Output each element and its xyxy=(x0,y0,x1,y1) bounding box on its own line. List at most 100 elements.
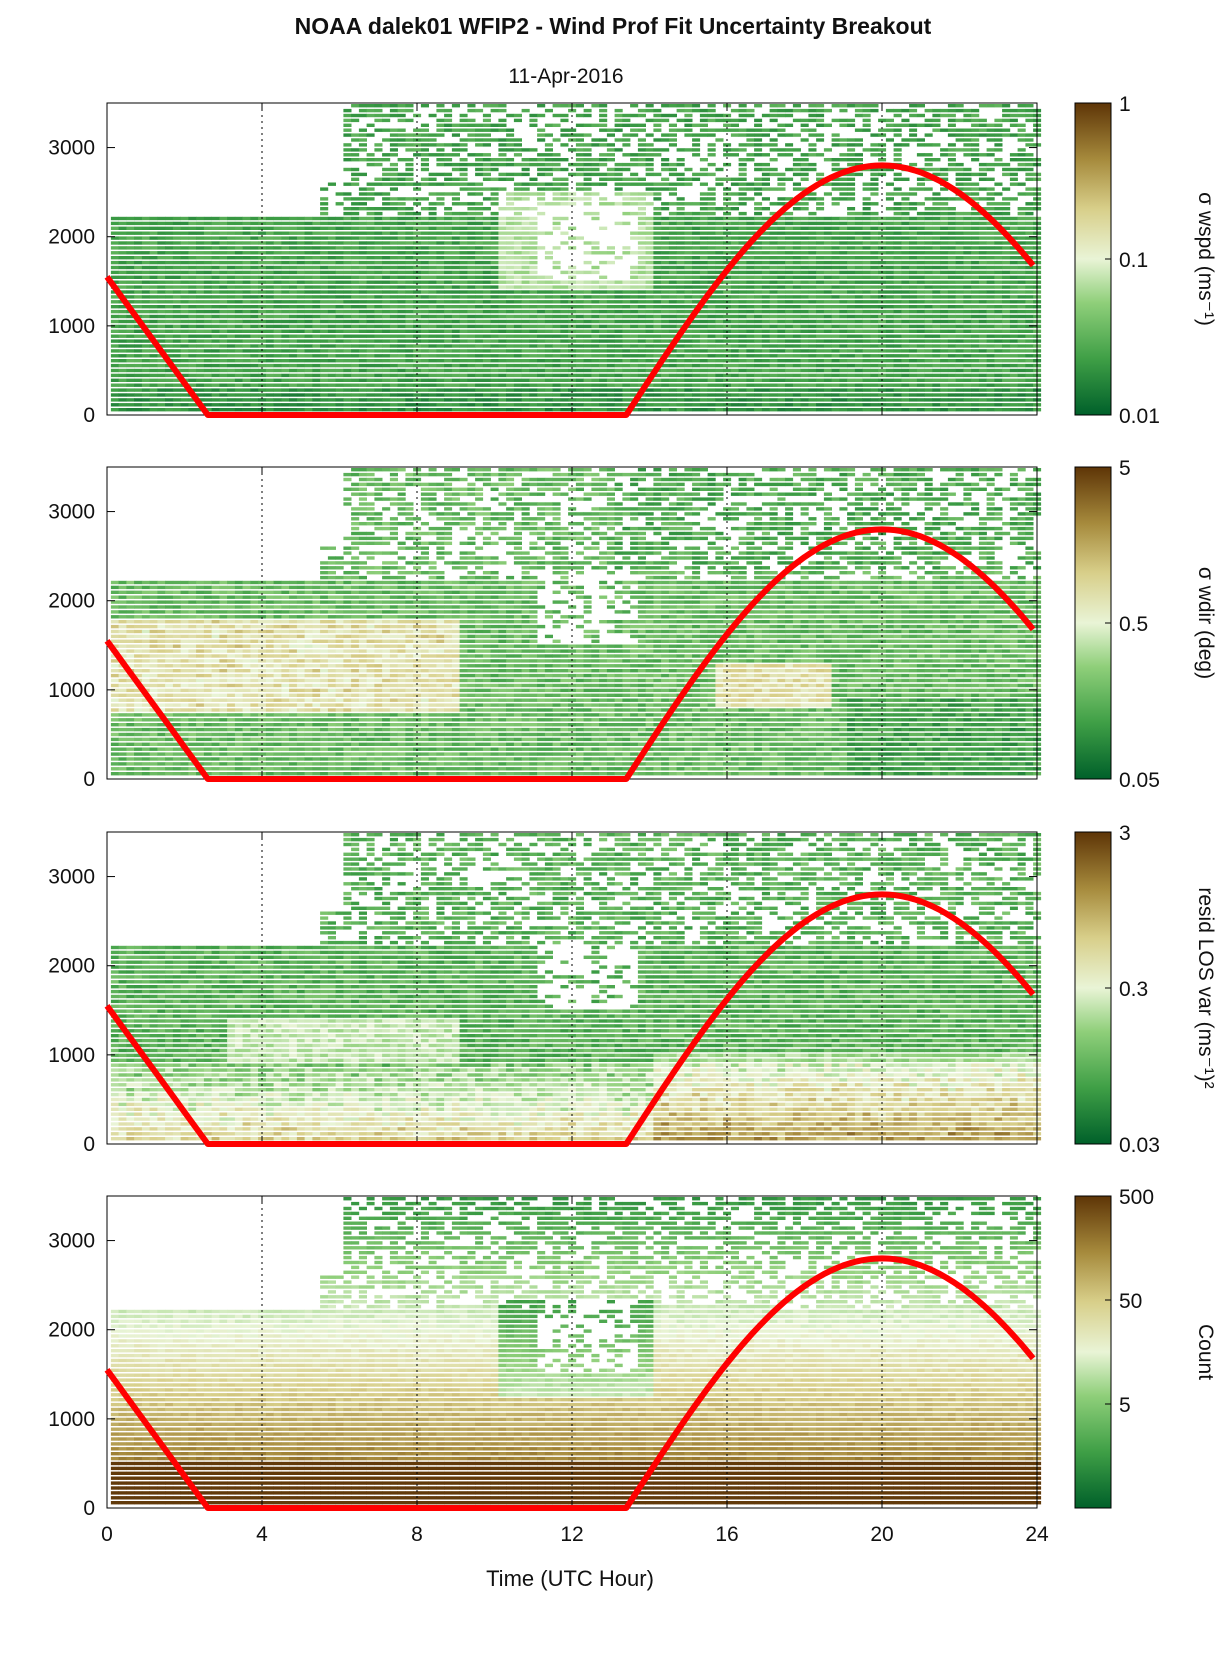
heatmap-cell xyxy=(459,236,468,240)
heatmap-cell xyxy=(583,143,592,147)
heatmap-cell xyxy=(343,383,352,387)
heatmap-cell xyxy=(165,408,174,412)
heatmap-cell xyxy=(513,172,522,177)
heatmap-cell xyxy=(529,246,538,250)
heatmap-cell xyxy=(645,118,654,123)
heatmap-cell xyxy=(839,260,848,265)
heatmap-cell xyxy=(746,231,755,235)
heatmap-cell xyxy=(289,265,298,270)
heatmap-cell xyxy=(513,256,522,260)
heatmap-cell xyxy=(289,241,298,245)
heatmap-cell xyxy=(513,368,522,373)
heatmap-cell xyxy=(645,300,654,304)
heatmap-cell xyxy=(630,290,639,294)
heatmap-cell xyxy=(351,153,360,157)
heatmap-cell xyxy=(165,236,174,240)
heatmap-cell xyxy=(475,133,484,137)
heatmap-cell xyxy=(606,408,615,412)
heatmap-cell xyxy=(397,177,406,181)
heatmap-cell xyxy=(141,354,150,358)
heatmap-cell xyxy=(692,104,701,108)
heatmap-cell xyxy=(637,251,646,255)
heatmap-cell xyxy=(723,143,732,147)
heatmap-cell xyxy=(459,359,468,363)
heatmap-cell xyxy=(296,388,305,392)
heatmap-cell xyxy=(583,378,592,382)
heatmap-cell xyxy=(296,216,305,221)
heatmap-cell xyxy=(854,231,863,235)
heatmap-cell xyxy=(196,221,205,226)
heatmap-cell xyxy=(854,256,863,260)
heatmap-cell xyxy=(467,265,476,270)
heatmap-cell xyxy=(389,368,398,373)
heatmap-cell xyxy=(676,221,685,226)
heatmap-cell xyxy=(738,192,747,196)
heatmap-cell xyxy=(854,329,863,333)
heatmap-cell xyxy=(816,241,825,245)
heatmap-cell xyxy=(769,187,778,191)
heatmap-cell xyxy=(351,280,360,284)
heatmap-cell xyxy=(211,241,220,245)
heatmap-cell xyxy=(351,148,360,152)
heatmap-cell xyxy=(405,241,414,245)
heatmap-cell xyxy=(467,236,476,240)
heatmap-cell xyxy=(521,319,530,324)
heatmap-cell xyxy=(444,177,453,181)
heatmap-cell xyxy=(707,359,716,363)
heatmap-cell xyxy=(513,275,522,279)
heatmap-cell xyxy=(754,265,763,270)
heatmap-cell xyxy=(738,113,747,118)
heatmap-cell xyxy=(196,305,205,309)
heatmap-cell xyxy=(831,368,840,373)
heatmap-cell xyxy=(754,290,763,294)
heatmap-cell xyxy=(885,241,894,245)
heatmap-cell xyxy=(878,368,887,373)
heatmap-cell xyxy=(289,226,298,230)
heatmap-cell xyxy=(715,226,724,230)
heatmap-cell xyxy=(653,260,662,265)
heatmap-cell xyxy=(800,378,809,382)
heatmap-cell xyxy=(785,221,794,226)
heatmap-cell xyxy=(366,398,375,402)
heatmap-cell xyxy=(769,143,778,147)
heatmap-cell xyxy=(304,256,313,260)
heatmap-cell xyxy=(467,231,476,235)
heatmap-cell xyxy=(389,167,398,172)
heatmap-cell xyxy=(552,329,561,333)
heatmap-cell xyxy=(335,359,344,363)
heatmap-cell xyxy=(428,329,437,333)
heatmap-cell xyxy=(653,329,662,333)
heatmap-cell xyxy=(637,241,646,245)
heatmap-cell xyxy=(761,305,770,309)
heatmap-cell xyxy=(529,344,538,348)
heatmap-cell xyxy=(630,158,639,162)
heatmap-cell xyxy=(591,378,600,382)
heatmap-cell xyxy=(599,177,608,181)
heatmap-cell xyxy=(707,207,716,211)
heatmap-cell xyxy=(676,158,685,162)
heatmap-cell xyxy=(320,290,329,294)
heatmap-cell xyxy=(676,172,685,177)
heatmap-cell xyxy=(622,202,631,206)
heatmap-cell xyxy=(482,373,491,378)
heatmap-cell xyxy=(327,256,336,260)
heatmap-cell xyxy=(560,216,569,221)
heatmap-cell xyxy=(707,349,716,353)
heatmap-cell xyxy=(862,373,871,378)
heatmap-cell xyxy=(451,280,460,284)
heatmap-cell xyxy=(428,172,437,177)
heatmap-cell xyxy=(118,260,127,265)
heatmap-cell xyxy=(754,344,763,348)
heatmap-cell xyxy=(227,383,236,387)
heatmap-cell xyxy=(289,216,298,221)
heatmap-cell xyxy=(296,305,305,309)
heatmap-cell xyxy=(599,280,608,284)
heatmap-cell xyxy=(537,202,546,206)
heatmap-cell xyxy=(513,354,522,358)
heatmap-cell xyxy=(885,378,894,382)
heatmap-cell xyxy=(862,202,871,206)
heatmap-cell xyxy=(172,221,181,226)
heatmap-cell xyxy=(374,221,383,226)
heatmap-cell xyxy=(552,344,561,348)
heatmap-cell xyxy=(529,118,538,123)
